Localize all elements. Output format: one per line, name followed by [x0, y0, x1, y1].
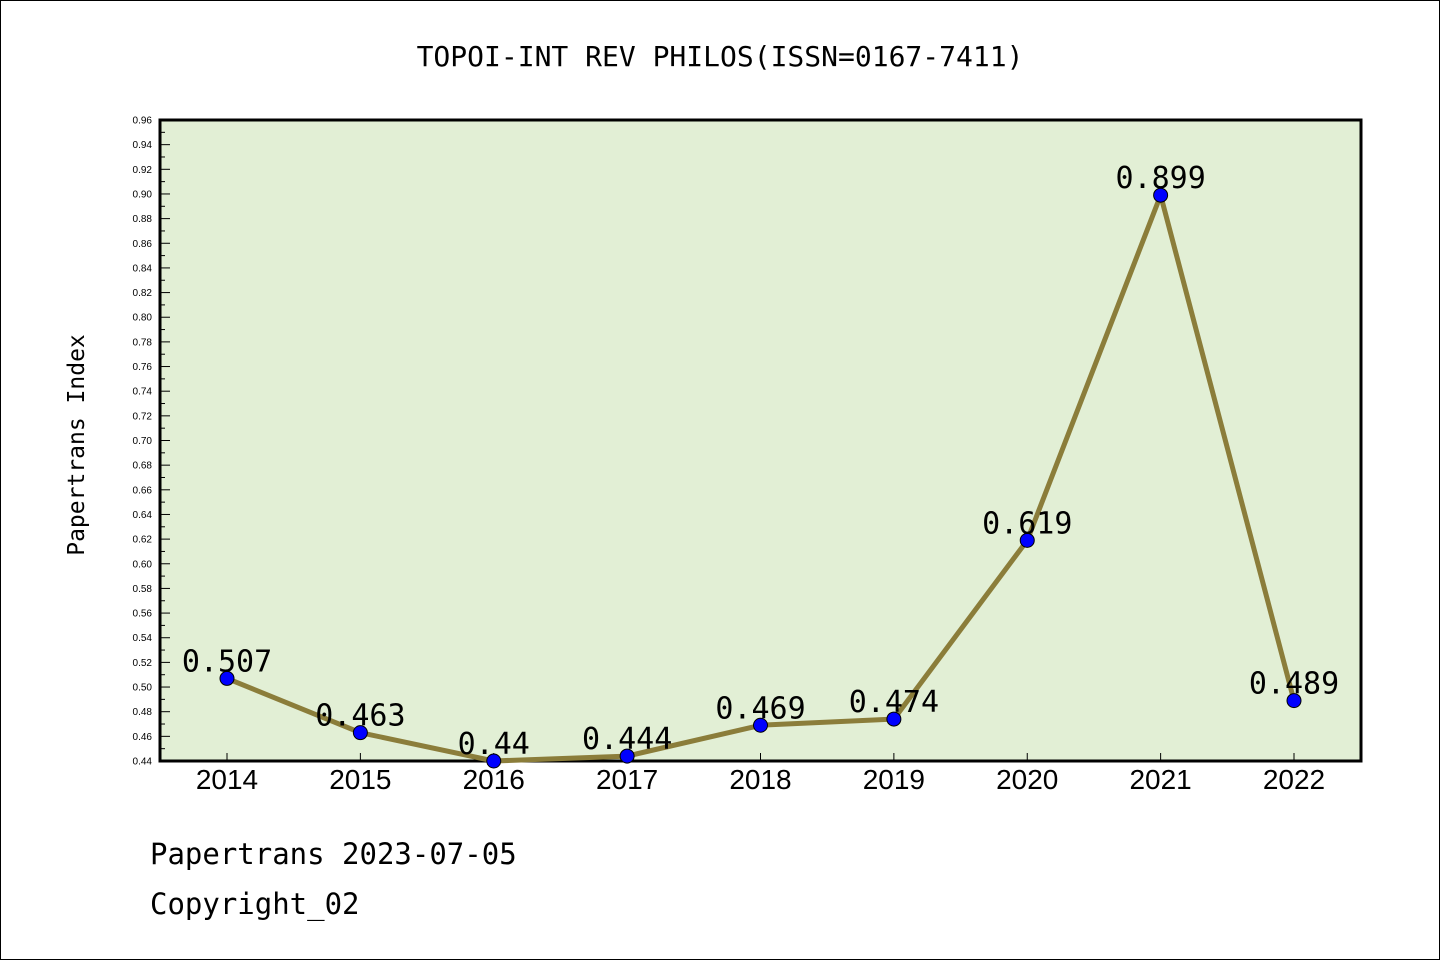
data-label: 0.469: [715, 691, 805, 726]
y-tick-label: 0.48: [133, 707, 153, 718]
plot-area: [158, 118, 1363, 763]
data-point: [619, 748, 635, 764]
y-axis: 0.44 0.46 0.48 0.50 0.52 0.54 0.56 0.58 0.60 0.62…: [133, 116, 170, 768]
x-tick-label: 2018: [729, 764, 791, 795]
y-tick-label: 0.62: [133, 535, 153, 546]
chart-title: TOPOI-INT REV PHILOS(ISSN=0167-7411): [417, 40, 1024, 73]
y-tick-label: 0.58: [133, 584, 153, 595]
x-tick-label: 2020: [996, 764, 1058, 795]
x-tick-label: 2015: [329, 764, 391, 795]
x-tick-label: 2021: [1129, 764, 1191, 795]
y-tick-label: 0.96: [133, 116, 153, 127]
data-label: 0.44: [458, 727, 530, 762]
y-tick-label: 0.88: [133, 214, 153, 225]
y-tick-label: 0.64: [133, 510, 153, 521]
x-tick-label: 2022: [1263, 764, 1325, 795]
series-line-group: 0.507 0.463 0.44 0.444 0.469 0.474 0.619 0.899 0…: [182, 161, 1339, 769]
y-tick-label: 0.60: [133, 559, 153, 570]
y-tick-label: 0.68: [133, 461, 153, 472]
y-axis-label: Papertrans Index: [64, 334, 90, 556]
x-tick-label: 2017: [596, 764, 658, 795]
x-axis: 2014 2015 2016 2017 2018 2019 2020 2021 2022: [196, 753, 1325, 795]
y-tick-label: 0.54: [133, 633, 153, 644]
y-tick-label: 0.86: [133, 239, 153, 250]
data-point: [1019, 532, 1035, 548]
data-point: [219, 670, 235, 686]
data-label: 0.899: [1115, 161, 1205, 196]
y-tick-label: 0.56: [133, 609, 153, 620]
data-point: [486, 753, 502, 769]
y-tick-label: 0.70: [133, 436, 153, 447]
x-tick-label: 2019: [863, 764, 925, 795]
data-point: [886, 711, 902, 727]
x-tick-label: 2014: [196, 764, 258, 795]
y-tick-label: 0.74: [133, 387, 153, 398]
y-tick-label: 0.92: [133, 165, 153, 176]
y-tick-label: 0.44: [133, 757, 153, 768]
data-point: [1286, 693, 1302, 709]
y-tick-label: 0.66: [133, 485, 153, 496]
y-tick-label: 0.94: [133, 140, 153, 151]
y-tick-label: 0.76: [133, 362, 153, 373]
data-label: 0.444: [582, 722, 672, 757]
y-tick-label: 0.78: [133, 337, 153, 348]
data-point: [352, 725, 368, 741]
x-tick-label: 2016: [463, 764, 525, 795]
y-tick-label: 0.90: [133, 189, 153, 200]
y-tick-label: 0.84: [133, 263, 153, 274]
y-tick-label: 0.82: [133, 288, 153, 299]
footer-copyright: Copyright_02: [150, 887, 360, 922]
y-tick-label: 0.50: [133, 683, 153, 694]
y-tick-label: 0.46: [133, 732, 153, 743]
data-label: 0.489: [1249, 667, 1339, 702]
y-tick-label: 0.52: [133, 658, 153, 669]
footer-date: Papertrans 2023-07-05: [150, 837, 517, 871]
data-label: 0.474: [849, 685, 939, 720]
y-tick-label: 0.72: [133, 411, 153, 422]
data-label: 0.619: [982, 506, 1072, 541]
data-point: [753, 717, 768, 733]
data-point: [1153, 187, 1169, 203]
y-tick-label: 0.80: [133, 313, 153, 324]
data-label: 0.463: [315, 699, 405, 734]
data-label: 0.507: [182, 644, 272, 679]
